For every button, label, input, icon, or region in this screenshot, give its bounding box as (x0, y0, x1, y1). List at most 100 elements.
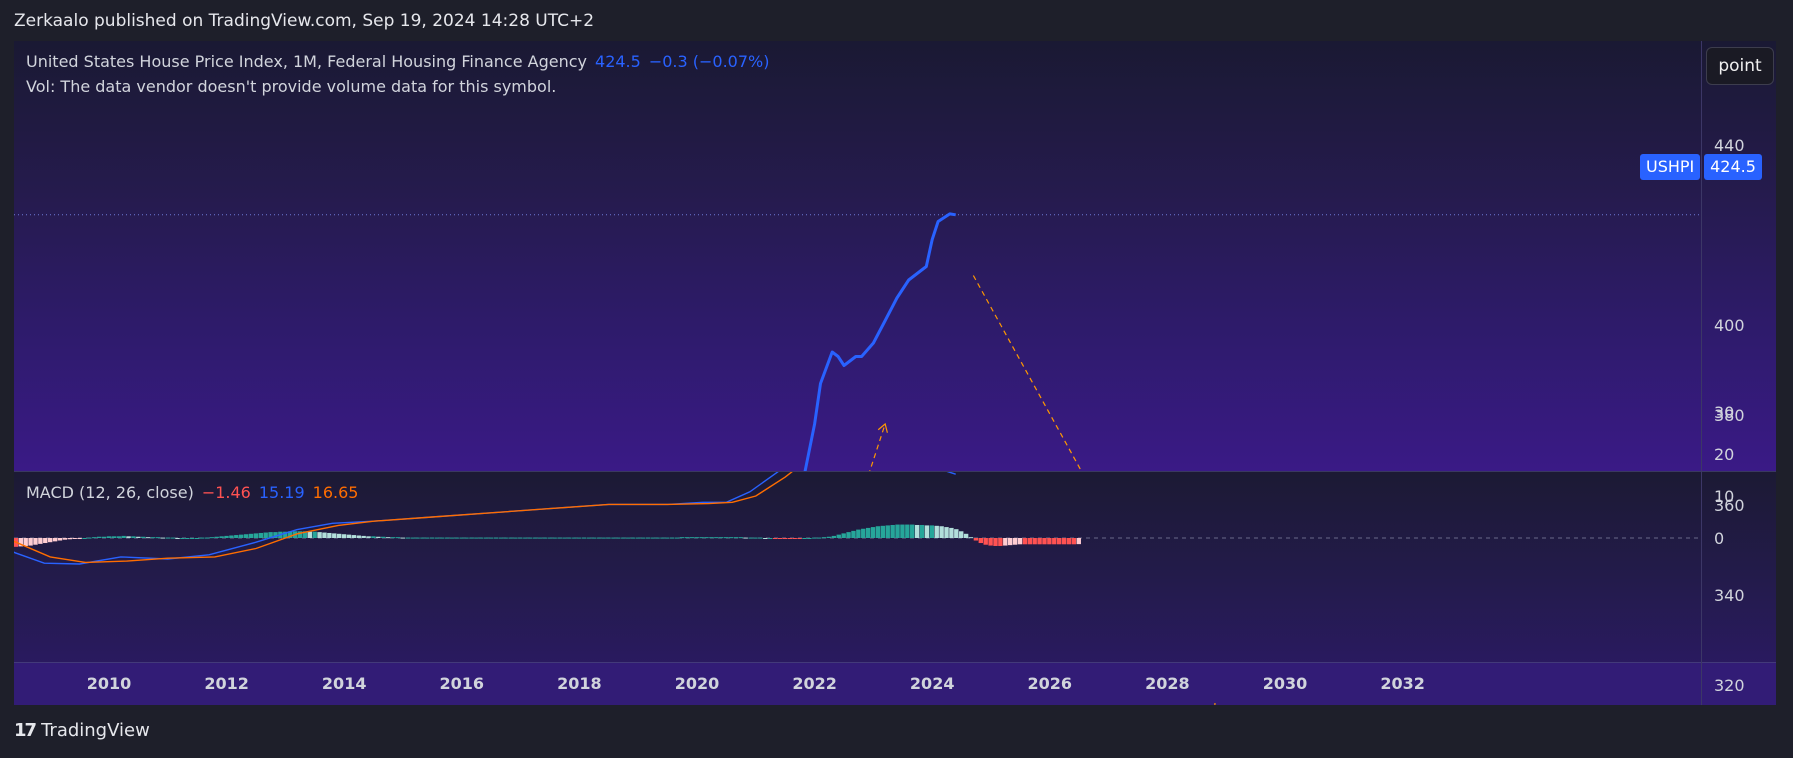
time-tick-label: 2028 (1145, 674, 1190, 693)
chart-canvas: 4404003803603403203043020100201020122014… (14, 41, 1776, 705)
time-tick-label: 2014 (322, 674, 367, 693)
histogram-bar (141, 537, 145, 538)
histogram-bar (802, 538, 806, 539)
histogram-bar (851, 531, 855, 538)
histogram-bar (332, 533, 336, 538)
macd-tick-label: 20 (1714, 445, 1734, 464)
histogram-bar (166, 538, 170, 539)
histogram-bar (352, 535, 356, 538)
histogram-bar (82, 538, 86, 539)
histogram-bar (455, 538, 459, 539)
histogram-bar (180, 538, 184, 539)
histogram-bar (949, 528, 953, 538)
macd-title: MACD (12, 26, close) (26, 483, 194, 502)
histogram-bar (513, 538, 517, 539)
macd-signal-value: 16.65 (313, 483, 359, 502)
histogram-bar (773, 538, 777, 539)
histogram-bar (312, 532, 316, 538)
volume-notice: Vol: The data vendor doesn't provide vol… (26, 77, 556, 96)
histogram-bar (239, 535, 243, 538)
histogram-bar (797, 538, 801, 539)
histogram-bar (670, 538, 674, 539)
projection-arrow-1 (773, 424, 885, 705)
histogram-bar (406, 538, 410, 539)
histogram-bar (538, 538, 542, 539)
histogram-bar (415, 538, 419, 539)
histogram-bar (518, 538, 522, 539)
histogram-bar (562, 538, 566, 539)
histogram-bar (631, 538, 635, 539)
histogram-bar (263, 533, 267, 538)
histogram-bar (508, 538, 512, 539)
histogram-bar (567, 538, 571, 539)
scale-mode-button[interactable]: point (1706, 47, 1774, 85)
histogram-bar (1042, 538, 1046, 544)
macd-tick-label: 10 (1714, 487, 1734, 506)
histogram-bar (871, 527, 875, 538)
histogram-bar (430, 538, 434, 539)
histogram-bar (709, 537, 713, 538)
histogram-bar (832, 536, 836, 538)
histogram-bar (621, 538, 625, 539)
histogram-bar (675, 538, 679, 539)
histogram-bar (1047, 538, 1051, 544)
price-tick-label: 440 (1714, 136, 1745, 155)
histogram-bar (170, 538, 174, 539)
histogram-bar (587, 538, 591, 539)
histogram-bar (998, 538, 1002, 546)
price-change: −0.3 (−0.07%) (649, 52, 770, 71)
histogram-bar (1018, 538, 1022, 544)
histogram-bar (224, 536, 228, 538)
histogram-bar (308, 532, 312, 538)
histogram-bar (33, 538, 37, 545)
histogram-bar (984, 538, 988, 545)
histogram-bar (866, 528, 870, 538)
histogram-bar (28, 538, 32, 546)
histogram-bar (572, 538, 576, 539)
histogram-bar (1032, 538, 1036, 544)
histogram-bar (939, 526, 943, 538)
histogram-bar (969, 537, 973, 538)
histogram-bar (322, 533, 326, 538)
histogram-bar (494, 538, 498, 539)
series-title: United States House Price Index, 1M, Fed… (26, 52, 587, 71)
histogram-bar (175, 538, 179, 539)
histogram-bar (974, 538, 978, 541)
histogram-bar (215, 537, 219, 538)
histogram-bar (503, 538, 507, 539)
histogram-bar (954, 529, 958, 538)
histogram-bar (807, 538, 811, 539)
histogram-bar (464, 538, 468, 539)
histogram-bar (812, 538, 816, 539)
histogram-bar (881, 526, 885, 538)
histogram-bar (763, 538, 767, 539)
histogram-bar (817, 538, 821, 539)
time-tick-label: 2032 (1380, 674, 1425, 693)
time-tick-label: 2010 (87, 674, 132, 693)
last-value-tag: 424.5 (1704, 154, 1762, 180)
histogram-bar (739, 537, 743, 538)
histogram-bar (734, 537, 738, 538)
histogram-bar (685, 537, 689, 538)
histogram-bar (77, 538, 81, 539)
histogram-bar (890, 525, 894, 538)
chart-frame[interactable]: 4404003803603403203043020100201020122014… (14, 41, 1776, 705)
histogram-bar (23, 538, 27, 546)
symbol-price-tag: USHPI (1640, 154, 1700, 180)
histogram-bar (342, 534, 346, 538)
footer-brand[interactable]: 17 TradingView (14, 720, 150, 741)
histogram-bar (435, 538, 439, 539)
histogram-bar (68, 538, 72, 539)
publish-info: Zerkaalo published on TradingView.com, S… (14, 11, 594, 31)
macd-tick-label: 30 (1714, 403, 1734, 422)
histogram-bar (660, 538, 664, 539)
histogram-bar (1023, 538, 1027, 544)
price-series-line (732, 214, 955, 705)
histogram-bar (190, 538, 194, 539)
histogram-bar (636, 538, 640, 539)
histogram-bar (861, 529, 865, 538)
histogram-bar (249, 534, 253, 538)
histogram-bar (410, 538, 414, 539)
histogram-bar (886, 525, 890, 538)
histogram-bar (425, 538, 429, 539)
